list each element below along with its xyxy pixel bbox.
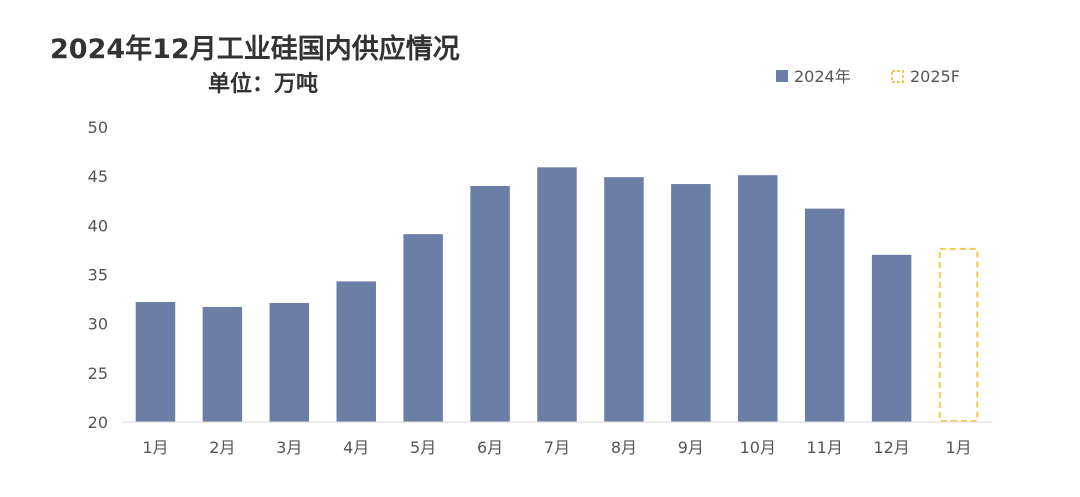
bar-2024 <box>403 234 443 422</box>
y-tick-label: 45 <box>88 167 108 186</box>
bar-2024 <box>537 167 577 422</box>
x-tick-label: 1月 <box>945 438 971 457</box>
x-tick-label: 4月 <box>343 438 369 457</box>
x-axis: 1月 2月 3月 4月 5月 6月 7月 8月 9月 10月 11月 12月 1月 <box>142 438 971 457</box>
y-tick-label: 35 <box>88 266 108 285</box>
x-tick-label: 6月 <box>477 438 503 457</box>
y-tick-label: 40 <box>88 216 108 235</box>
y-tick-label: 50 <box>88 118 108 137</box>
bar-2024 <box>135 302 176 422</box>
y-tick-label: 25 <box>88 364 108 383</box>
bars <box>135 167 979 422</box>
bar-2024 <box>470 186 510 422</box>
bar-2024 <box>738 175 778 422</box>
x-tick-label: 7月 <box>544 438 570 457</box>
legend-swatch-2024 <box>776 70 788 82</box>
bar-2024 <box>269 303 310 422</box>
bar-2024 <box>202 306 243 422</box>
bar-2024 <box>804 208 845 422</box>
x-tick-label: 12月 <box>873 438 909 457</box>
bar-2025f <box>938 247 979 422</box>
x-tick-label: 5月 <box>410 438 436 457</box>
y-axis: 20 25 30 35 40 45 50 <box>88 118 108 432</box>
x-tick-label: 9月 <box>678 438 704 457</box>
x-tick-label: 3月 <box>276 438 302 457</box>
legend: 2024年 2025F <box>776 67 960 86</box>
x-tick-label: 8月 <box>611 438 637 457</box>
chart-subtitle: 单位：万吨 <box>208 71 318 97</box>
y-tick-label: 30 <box>88 315 108 334</box>
chart-title: 2024年12月工业硅国内供应情况 <box>50 33 460 65</box>
legend-swatch-2025f <box>891 70 904 83</box>
bar-2024 <box>671 184 711 422</box>
legend-label-2024: 2024年 <box>794 67 851 86</box>
x-tick-label: 2月 <box>209 438 235 457</box>
x-tick-label: 1月 <box>142 438 168 457</box>
x-tick-label: 10月 <box>740 438 776 457</box>
bar-2024 <box>336 281 376 422</box>
bar-2024 <box>871 254 912 422</box>
x-tick-label: 11月 <box>807 438 843 457</box>
legend-label-2025f: 2025F <box>910 67 960 86</box>
y-tick-label: 20 <box>88 413 108 432</box>
bar-2024 <box>604 177 644 422</box>
